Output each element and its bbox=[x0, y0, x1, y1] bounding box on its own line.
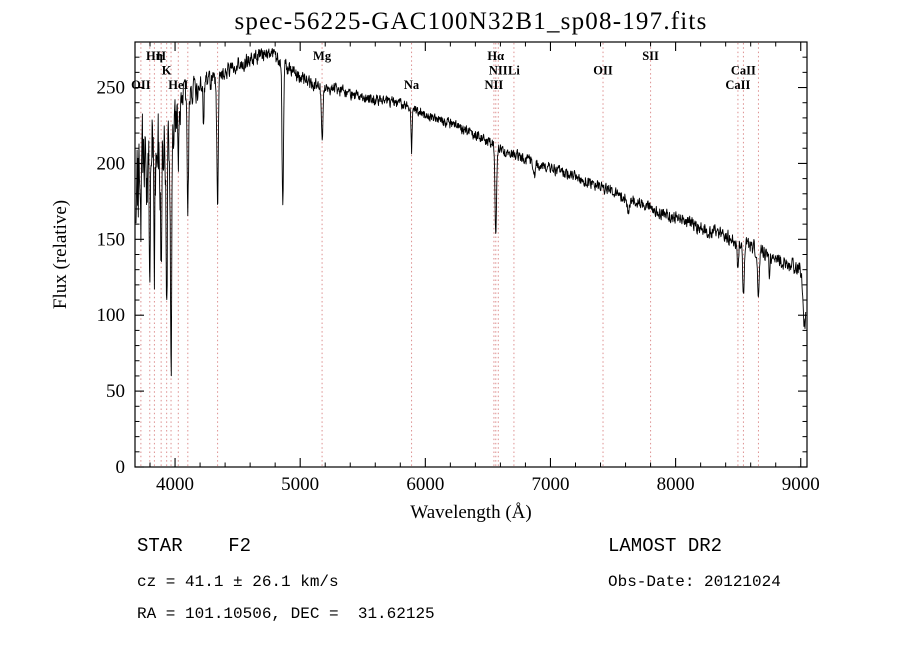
svg-text:100: 100 bbox=[97, 305, 126, 326]
obs-date: Obs-Date: 20121024 bbox=[608, 573, 781, 591]
svg-text:6000: 6000 bbox=[406, 474, 444, 495]
svg-text:Wavelength (Å): Wavelength (Å) bbox=[410, 502, 531, 523]
svg-text:Na: Na bbox=[404, 78, 420, 92]
svg-text:5000: 5000 bbox=[281, 474, 319, 495]
svg-text:9000: 9000 bbox=[782, 474, 820, 495]
svg-text:Li: Li bbox=[508, 64, 520, 78]
svg-text:Hα: Hα bbox=[487, 49, 504, 63]
svg-text:50: 50 bbox=[106, 381, 125, 402]
svg-text:CaII: CaII bbox=[731, 64, 756, 78]
svg-text:HeI: HeI bbox=[168, 78, 188, 92]
plot-title: spec-56225-GAC100N32B1_sp08-197.fits bbox=[234, 8, 708, 35]
svg-text:Flux (relative): Flux (relative) bbox=[50, 200, 71, 309]
svg-text:K: K bbox=[162, 64, 172, 78]
svg-text:CaII: CaII bbox=[725, 78, 750, 92]
spectral-marker-lines bbox=[140, 43, 759, 466]
svg-text:Hη: Hη bbox=[146, 49, 163, 63]
plot-border bbox=[134, 41, 808, 468]
svg-text:8000: 8000 bbox=[657, 474, 695, 495]
cz-value: cz = 41.1 ± 26.1 km/s bbox=[137, 573, 339, 591]
svg-text:NII: NII bbox=[489, 64, 508, 78]
svg-text:SII: SII bbox=[642, 49, 659, 63]
svg-text:7000: 7000 bbox=[531, 474, 569, 495]
survey-label: LAMOST DR2 bbox=[608, 535, 723, 557]
svg-text:NII: NII bbox=[485, 78, 504, 92]
spectrum-plot: 4000 5000 6000 7000 8000 9000050100150200250 … bbox=[50, 41, 820, 523]
svg-text:4000: 4000 bbox=[156, 474, 194, 495]
object-class-label: STAR F2 bbox=[137, 535, 252, 557]
spectrum-trace bbox=[135, 48, 807, 377]
svg-text:H: H bbox=[156, 49, 166, 63]
svg-text:Mg: Mg bbox=[313, 49, 332, 63]
svg-text:0: 0 bbox=[116, 457, 126, 478]
svg-text:OII: OII bbox=[131, 78, 151, 92]
svg-text:150: 150 bbox=[97, 229, 126, 250]
ra-dec-coordinates: RA = 101.10506, DEC = 31.62125 bbox=[137, 605, 435, 623]
svg-text:250: 250 bbox=[97, 78, 126, 99]
svg-text:OII: OII bbox=[593, 64, 613, 78]
axis-ticks: 4000 5000 6000 7000 8000 9000 0 50 100 150 200 250 bbox=[97, 41, 820, 495]
svg-text:200: 200 bbox=[97, 153, 126, 174]
axis-titles: Wavelength (Å) Flux (relative) bbox=[50, 200, 532, 523]
